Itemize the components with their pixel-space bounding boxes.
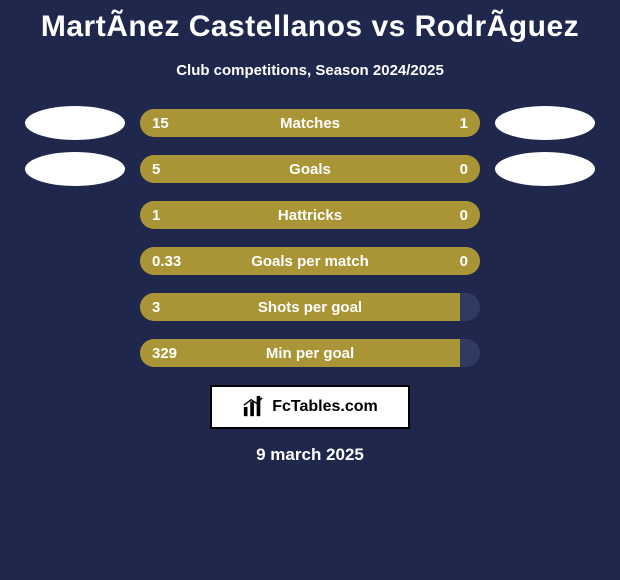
avatar-spacer — [25, 290, 125, 324]
footer-date: 9 march 2025 — [0, 445, 620, 465]
stat-row: 10Hattricks — [0, 201, 620, 229]
avatar-spacer — [495, 336, 595, 370]
stat-bar: 329Min per goal — [140, 339, 480, 367]
avatar-spacer — [25, 198, 125, 232]
stat-bar: 50Goals — [140, 155, 480, 183]
stat-bar: 10Hattricks — [140, 201, 480, 229]
stat-row: 151Matches — [0, 109, 620, 137]
avatar-spacer — [25, 336, 125, 370]
player-left-avatar — [25, 152, 125, 186]
player-left-avatar — [25, 106, 125, 140]
avatar-spacer — [25, 244, 125, 278]
chart-icon — [242, 396, 264, 418]
stat-bar: 3Shots per goal — [140, 293, 480, 321]
source-logo: FcTables.com — [210, 385, 410, 429]
stat-label: Goals — [140, 155, 480, 183]
player-right-avatar — [495, 106, 595, 140]
stat-row: 329Min per goal — [0, 339, 620, 367]
stat-label: Min per goal — [140, 339, 480, 367]
stat-label: Goals per match — [140, 247, 480, 275]
page-title: MartÃ­nez Castellanos vs RodrÃ­guez — [0, 0, 620, 44]
avatar-spacer — [495, 244, 595, 278]
page-subtitle: Club competitions, Season 2024/2025 — [0, 62, 620, 79]
stats-container: 151Matches 50Goals 10Hattricks 0.330Goals p… — [0, 109, 620, 367]
stat-row: 3Shots per goal — [0, 293, 620, 321]
stat-label: Matches — [140, 109, 480, 137]
stat-row: 0.330Goals per match — [0, 247, 620, 275]
player-right-avatar — [495, 152, 595, 186]
logo-text: FcTables.com — [272, 398, 378, 416]
stat-bar: 0.330Goals per match — [140, 247, 480, 275]
avatar-spacer — [495, 290, 595, 324]
avatar-spacer — [495, 198, 595, 232]
stat-label: Shots per goal — [140, 293, 480, 321]
stat-row: 50Goals — [0, 155, 620, 183]
stat-bar: 151Matches — [140, 109, 480, 137]
stat-label: Hattricks — [140, 201, 480, 229]
